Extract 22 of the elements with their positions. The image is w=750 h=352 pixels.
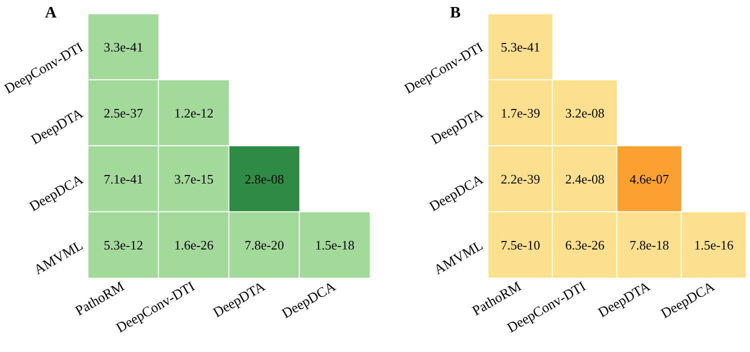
data-label: 1.5e-16: [694, 238, 734, 252]
chart-title: B: [450, 4, 461, 22]
data-label: 4.6e-07: [630, 172, 670, 186]
data-label: 3.7e-15: [174, 172, 214, 186]
data-label: 1.2e-12: [174, 106, 214, 120]
data-label: 7.8e-20: [244, 238, 284, 252]
data-label: 1.6e-26: [174, 238, 214, 252]
data-label: 2.2e-39: [500, 172, 540, 186]
data-label: 2.5e-37: [104, 106, 144, 120]
data-label: 1.5e-18: [315, 238, 354, 252]
data-label: 5.3e-12: [104, 238, 144, 252]
data-label: 7.8e-18: [630, 238, 669, 252]
data-label: 5.3e-41: [500, 40, 540, 54]
data-label: 7.5e-10: [500, 238, 540, 252]
data-label: 3.2e-08: [565, 106, 605, 120]
data-label: 2.8e-08: [244, 172, 284, 186]
data-label: 3.3e-41: [104, 40, 144, 54]
chart-title: A: [45, 4, 57, 22]
data-label: 1.7e-39: [500, 106, 540, 120]
data-label: 6.3e-26: [565, 238, 606, 252]
data-label: 7.1e-41: [104, 172, 144, 186]
data-label: 2.4e-08: [565, 172, 605, 186]
